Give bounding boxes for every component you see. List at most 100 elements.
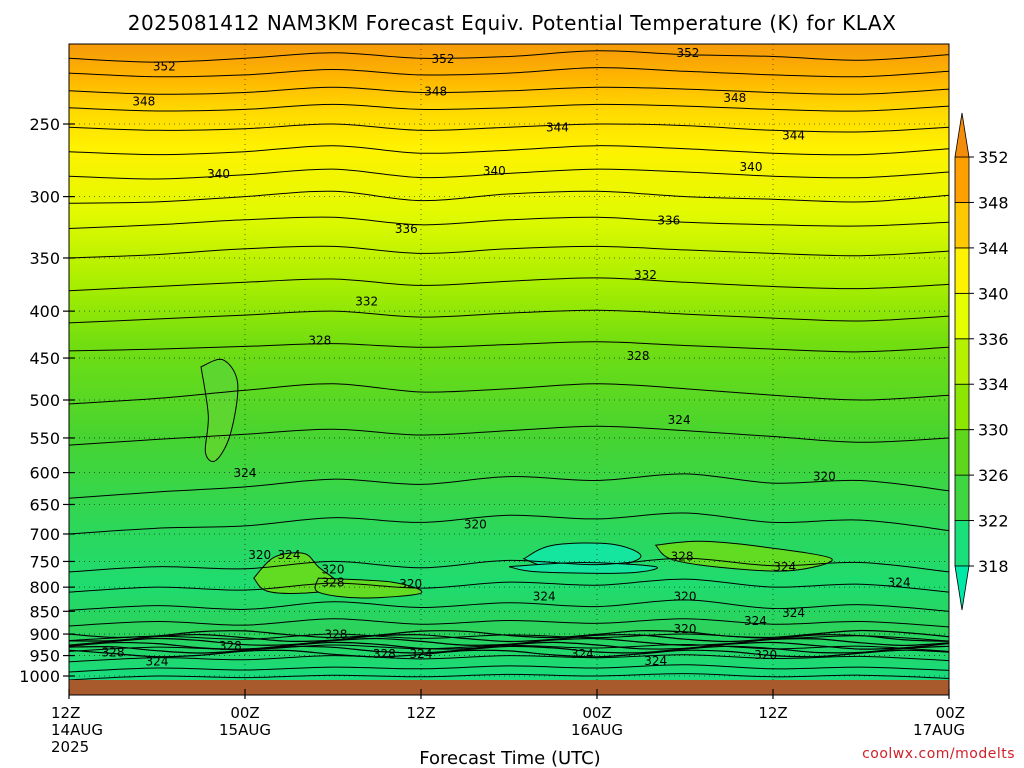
contour-label-1: 352 <box>432 52 455 66</box>
contour-336 <box>69 216 949 229</box>
contour-350 <box>69 67 949 78</box>
colorbar-band-326 <box>954 429 970 476</box>
colorbar-band-340 <box>954 247 970 294</box>
contour-labels: 352 352 352 348 348 348 344 344 340 340 340 336 336 3… <box>102 46 911 668</box>
low-contour-7 <box>69 578 949 593</box>
plot-area: 352 352 352 348 348 348 344 344 340 340 340 336 336 3… <box>69 44 949 695</box>
colorbar-band-336 <box>954 292 970 340</box>
contour-label-23: 328 <box>671 550 694 564</box>
contour-346 <box>69 103 949 112</box>
contour-label-40: 324 <box>571 647 594 661</box>
y-tick-label-900: 900 <box>29 625 60 644</box>
y-tick-label-650: 650 <box>29 495 60 514</box>
contour-label-14: 332 <box>634 268 657 282</box>
contour-label-13: 332 <box>355 295 378 309</box>
contour-label-18: 324 <box>234 466 257 480</box>
x-tick-label-24-0: 12Z <box>406 704 435 722</box>
contour-label-26: 328 <box>322 576 345 590</box>
contour-label-9: 340 <box>483 164 506 178</box>
x-tick-label-60-0: 00Z <box>936 704 965 722</box>
colorbar-min-arrow <box>954 565 970 611</box>
surface-contour-4 <box>69 645 949 654</box>
colorbar-label-334: 334 <box>978 375 1009 394</box>
surface-contour-5 <box>69 649 949 658</box>
colorbar-label-318: 318 <box>978 557 1009 576</box>
contour-label-37: 324 <box>146 654 169 668</box>
y-tick-label-600: 600 <box>29 464 60 483</box>
y-tick-label-750: 750 <box>29 552 60 571</box>
y-tick-label-950: 950 <box>29 647 60 666</box>
contour-label-6: 344 <box>546 121 569 135</box>
contour-330 <box>69 309 949 324</box>
y-tick-label-550: 550 <box>29 429 60 448</box>
low-contour-1 <box>69 664 949 673</box>
contour-label-36: 328 <box>102 646 125 660</box>
contour-label-17: 324 <box>668 413 691 427</box>
x-tick-label-36-0: 00Z <box>582 704 611 722</box>
y-axis: 250 300 350 400 450 500 550 600 650 700 750 800 850 9… <box>19 115 75 686</box>
contour-label-31: 324 <box>744 614 767 628</box>
colorbar-label-348: 348 <box>978 193 1009 212</box>
contour-324 <box>69 425 949 446</box>
colorbar-band-334 <box>954 338 970 385</box>
x-axis-label: Forecast Time (UTC) <box>419 748 600 768</box>
contour-334 <box>69 245 949 259</box>
chart-title: 2025081412 NAM3KM Forecast Equiv. Potent… <box>128 11 897 35</box>
contour-label-0: 352 <box>153 59 176 73</box>
contour-label-27: 320 <box>399 577 422 591</box>
surface-contour-0 <box>69 629 949 639</box>
contour-label-39: 324 <box>410 647 433 661</box>
contour-328 <box>69 341 949 353</box>
contour-label-30: 324 <box>888 576 911 590</box>
y-tick-label-700: 700 <box>29 525 60 544</box>
contour-label-35: 328 <box>219 639 242 653</box>
surface-contour-1 <box>69 633 949 643</box>
colorbar-label-344: 344 <box>978 239 1009 258</box>
contour-label-34: 328 <box>324 628 347 642</box>
contour-label-2: 352 <box>676 46 699 60</box>
low-contour-9 <box>69 512 949 535</box>
feature-1 <box>508 561 658 574</box>
low-contour-0 <box>69 673 949 681</box>
contour-label-33: 320 <box>674 622 697 636</box>
contour-332 <box>69 277 949 292</box>
colorbar-label-336: 336 <box>978 330 1009 349</box>
colorbar-label-352: 352 <box>978 148 1009 167</box>
y-tick-label-850: 850 <box>29 602 60 621</box>
colorbar-band-318 <box>954 520 970 567</box>
contour-label-11: 336 <box>395 222 418 236</box>
contour-label-28: 324 <box>533 590 556 604</box>
x-tick-label-48-0: 12Z <box>758 704 787 722</box>
contour-label-3: 348 <box>424 84 447 98</box>
feature-2 <box>654 540 833 572</box>
contour-label-22: 324 <box>278 548 301 562</box>
y-tick-label-300: 300 <box>29 188 60 207</box>
colorbar-band-330 <box>954 383 970 431</box>
colorbar: 318 322 326 330 334 336 340 344 348 352 <box>954 112 1009 611</box>
x-tick-label-0-1: 14AUG <box>51 721 103 739</box>
contour-label-20: 320 <box>813 469 836 483</box>
contour-lines <box>69 50 949 681</box>
grid-lines <box>69 44 949 695</box>
ground-surface <box>69 679 949 695</box>
contour-label-4: 348 <box>132 95 155 109</box>
surface-contour-3 <box>69 641 949 650</box>
contour-label-16: 328 <box>627 349 650 363</box>
x-tick-label-36-1: 16AUG <box>571 721 623 739</box>
contour-label-12: 336 <box>657 213 680 227</box>
contour-338 <box>69 190 949 204</box>
contour-label-32: 324 <box>782 606 805 620</box>
contour-340 <box>69 168 949 180</box>
contour-label-29: 320 <box>674 590 697 604</box>
y-tick-label-350: 350 <box>29 249 60 268</box>
contour-label-24: 324 <box>773 560 796 574</box>
low-contour-8 <box>69 557 949 573</box>
plot-frame <box>68 43 950 696</box>
x-tick-label-0-0: 12Z <box>51 704 80 722</box>
y-tick-label-250: 250 <box>29 115 60 134</box>
x-tick-label-12-0: 00Z <box>230 704 259 722</box>
contour-label-15: 328 <box>308 333 331 347</box>
contour-label-10: 340 <box>740 160 763 174</box>
